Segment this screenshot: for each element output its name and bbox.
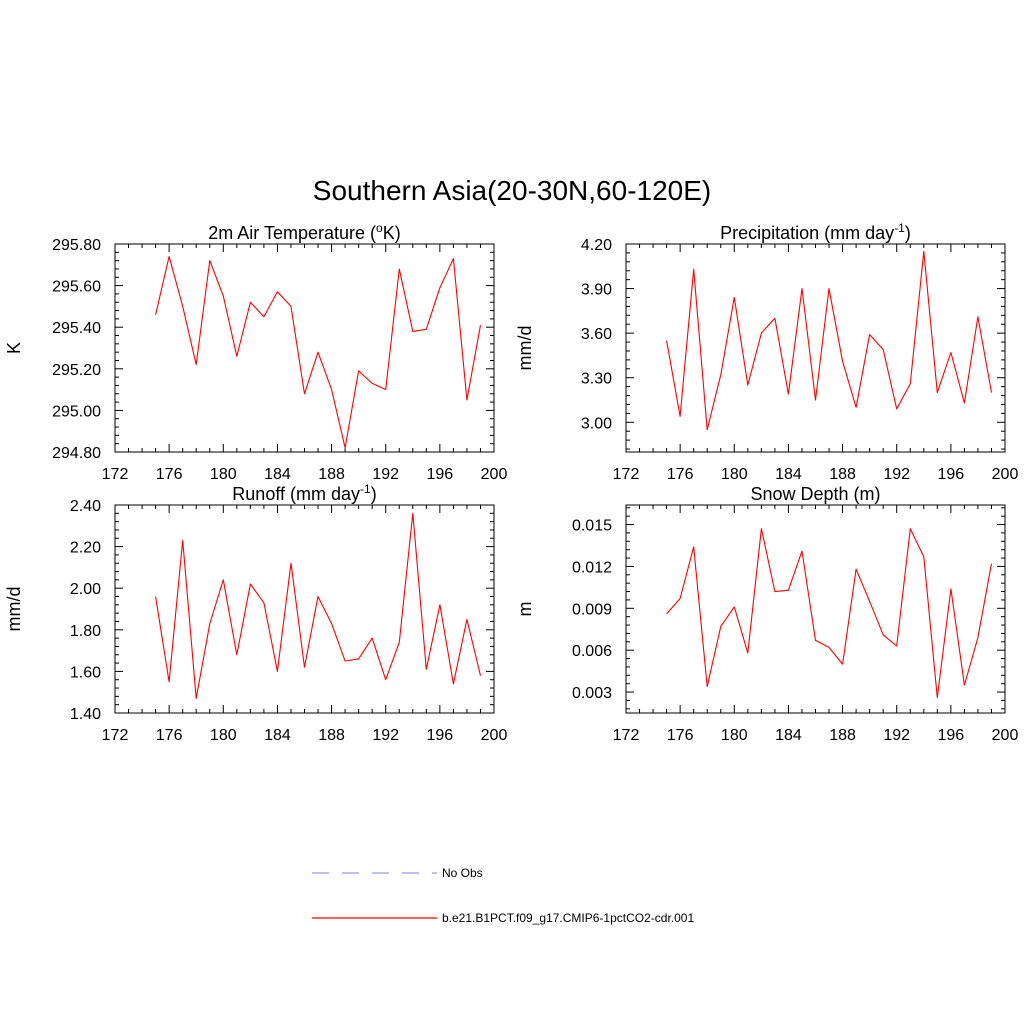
runoff-series-line	[155, 512, 482, 699]
temperature-xtick-label: 188	[318, 466, 345, 483]
runoff-xtick-label: 192	[372, 727, 399, 744]
runoff-ytick-label: 2.40	[70, 498, 101, 515]
runoff-ytick-label: 1.60	[70, 664, 101, 681]
precipitation-ytick-label: 3.60	[581, 326, 612, 343]
snow-depth-xtick-label: 200	[992, 727, 1019, 744]
temperature-ytick-label: 295.40	[52, 320, 101, 337]
runoff-xtick-label: 200	[481, 727, 508, 744]
temperature-xtick-label: 200	[481, 466, 508, 483]
snow-depth-ytick-label: 0.009	[572, 601, 612, 618]
precipitation-ytick-label: 4.20	[581, 237, 612, 254]
precipitation-xtick-label: 188	[829, 466, 856, 483]
panels: 172 176 180 184 188 192 196 200 294.80 295.00 295.…	[4, 221, 1018, 744]
panel-snow-depth: 172 176 180 184 188 192 196 200 0.003 0.006 0.009 0…	[515, 484, 1018, 744]
snow-depth-ytick-label: 0.003	[572, 685, 612, 702]
snow-depth-ytick-label: 0.015	[572, 518, 612, 535]
precipitation-xtick-label: 176	[667, 466, 694, 483]
legend-label-no-obs: No Obs	[442, 866, 483, 880]
snow-depth-ylabel: m	[515, 602, 535, 617]
precipitation-frame	[625, 243, 1006, 453]
precipitation-xtick-label: 184	[775, 466, 802, 483]
temperature-ytick-label: 294.80	[52, 445, 101, 462]
runoff-ytick-label: 1.40	[70, 706, 101, 723]
runoff-ytick-label: 1.80	[70, 623, 101, 640]
runoff-xtick-label: 188	[318, 727, 345, 744]
legend: No Obs b.e21.B1PCT.f09_g17.CMIP6-1pctCO2…	[312, 866, 694, 925]
snow-depth-xtick-label: 180	[721, 727, 748, 744]
snow-depth-xtick-label: 188	[829, 727, 856, 744]
runoff-ytick-label: 2.20	[70, 540, 101, 557]
temperature-ytick-label: 295.00	[52, 403, 101, 420]
temperature-xtick-label: 172	[102, 466, 129, 483]
runoff-xtick-label: 172	[102, 727, 129, 744]
temperature-xtick-label: 184	[264, 466, 291, 483]
runoff-xtick-label: 184	[264, 727, 291, 744]
temperature-xtick-label: 192	[372, 466, 399, 483]
legend-label-model: b.e21.B1PCT.f09_g17.CMIP6-1pctCO2-cdr.00…	[442, 911, 694, 925]
runoff-title: Runoff (mm day-1)	[232, 482, 376, 504]
precipitation-ytick-label: 3.30	[581, 371, 612, 388]
runoff-xtick-label: 196	[427, 727, 454, 744]
precipitation-ytick-label: 3.00	[581, 415, 612, 432]
temperature-ytick-label: 295.20	[52, 362, 101, 379]
figure-title: Southern Asia(20-30N,60-120E)	[313, 175, 711, 206]
panel-precipitation: 172 176 180 184 188 192 196 200 3.00 3.30 3.60 3.90…	[515, 221, 1018, 483]
panel-runoff: 172 176 180 184 188 192 196 200 1.40 1.60 1.80 2.00…	[4, 482, 507, 744]
precipitation-series-line	[666, 250, 993, 431]
precipitation-xtick-label: 200	[992, 466, 1019, 483]
temperature-ytick-label: 295.60	[52, 279, 101, 296]
snow-depth-title: Snow Depth (m)	[750, 484, 880, 504]
runoff-frame	[114, 504, 495, 714]
runoff-ylabel: mm/d	[4, 587, 24, 632]
temperature-xtick-label: 176	[156, 466, 183, 483]
precipitation-ytick-label: 3.90	[581, 282, 612, 299]
precipitation-ylabel: mm/d	[515, 326, 535, 371]
snow-depth-series-line	[666, 528, 993, 699]
temperature-frame	[114, 243, 495, 453]
precipitation-xtick-label: 192	[883, 466, 910, 483]
temperature-series-line	[155, 255, 482, 449]
precipitation-title: Precipitation (mm day-1)	[720, 221, 911, 243]
temperature-xtick-label: 180	[210, 466, 237, 483]
snow-depth-xtick-label: 172	[613, 727, 640, 744]
runoff-xtick-label: 180	[210, 727, 237, 744]
snow-depth-xtick-label: 196	[938, 727, 965, 744]
precipitation-xtick-label: 180	[721, 466, 748, 483]
temperature-xtick-label: 196	[427, 466, 454, 483]
snow-depth-xtick-label: 176	[667, 727, 694, 744]
temperature-title: 2m Air Temperature (oK)	[208, 221, 400, 243]
precipitation-xtick-label: 196	[938, 466, 965, 483]
runoff-xtick-label: 176	[156, 727, 183, 744]
snow-depth-xtick-label: 192	[883, 727, 910, 744]
temperature-ytick-label: 295.80	[52, 237, 101, 254]
temperature-ylabel: K	[4, 342, 24, 354]
snow-depth-xtick-label: 184	[775, 727, 802, 744]
runoff-ytick-label: 2.00	[70, 581, 101, 598]
snow-depth-ytick-label: 0.006	[572, 643, 612, 660]
precipitation-xtick-label: 172	[613, 466, 640, 483]
panel-temperature: 172 176 180 184 188 192 196 200 294.80 295.00 295.…	[4, 221, 507, 483]
snow-depth-ytick-label: 0.012	[572, 559, 612, 576]
